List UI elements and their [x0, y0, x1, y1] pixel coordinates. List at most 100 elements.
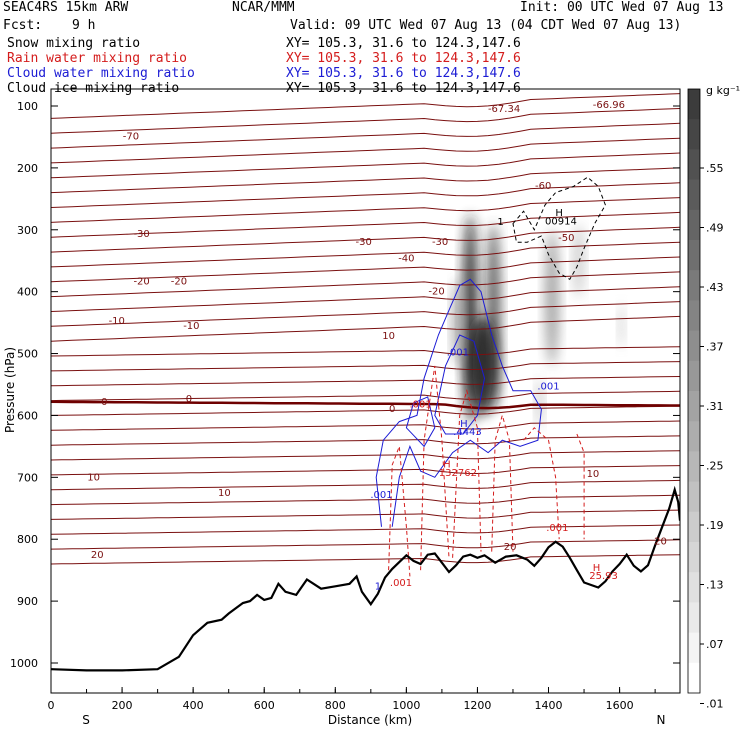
- colorbar: .55 .49 .43 .37 .31 .25 .19 .13 .07 .01 g kg⁻¹: [687, 84, 740, 711]
- field-name-cloudwater: Cloud water mixing ratio: [7, 66, 195, 81]
- field-xy-cloudwater: XY= 105.3, 31.6 to 124.3,147.6: [286, 66, 521, 81]
- x-axis-title: Distance (km): [328, 713, 412, 727]
- y-tick-label: 1000: [10, 657, 38, 670]
- plot-frame: [50, 88, 681, 694]
- y-tick-label: 300: [17, 224, 38, 237]
- isotherm-26: [51, 494, 680, 506]
- isotherm-27: [51, 509, 680, 520]
- field-label: H: [593, 563, 601, 574]
- colorbar-swatch: [688, 451, 700, 483]
- colorbar-swatch: [688, 391, 700, 422]
- isotherm-label: -30: [432, 237, 448, 248]
- y-tick-label: 800: [17, 533, 38, 546]
- init-time: Init: 00 UTC Wed 07 Aug 13: [520, 0, 724, 15]
- isotherm-23: [51, 450, 680, 461]
- isotherm-label: 20: [654, 536, 667, 547]
- isotherm-label: -70: [123, 132, 139, 143]
- x-tick-label: 1600: [606, 699, 634, 712]
- isotherm-0: [51, 93, 680, 119]
- isotherm-20: [51, 405, 680, 416]
- isotherm-7: [51, 197, 680, 223]
- isotherm-21: [51, 420, 680, 431]
- colorbar-label: .43: [706, 281, 724, 294]
- cloudwater-contour-1: [434, 334, 486, 435]
- isotherm-label: 10: [382, 331, 395, 342]
- isotherm-25: [51, 479, 680, 491]
- x-end-label-left: S: [82, 713, 90, 727]
- x-tick-label: 800: [325, 699, 346, 712]
- colorbar-swatch: [688, 209, 700, 241]
- field-label: .001: [447, 348, 469, 359]
- field-label: 25.93: [589, 571, 618, 582]
- isotherm-label: -40: [398, 254, 414, 265]
- colorbar-swatch: [688, 662, 700, 694]
- forecast-value: 9 h: [72, 18, 96, 33]
- isotherm-6: [51, 182, 680, 208]
- y-tick-label: 100: [17, 100, 38, 113]
- colorbar-swatch: [688, 179, 700, 211]
- colorbar-swatch: [688, 632, 700, 664]
- colorbar-swatch: [688, 240, 700, 271]
- x-tick-label: 1000: [392, 699, 420, 712]
- isotherm-5: [51, 167, 680, 194]
- isotherm-label: -60: [535, 181, 551, 192]
- field-label: H: [443, 460, 451, 471]
- y-axis-title: Pressure (hPa): [3, 347, 17, 433]
- isotherm-label: 10: [587, 469, 600, 480]
- colorbar-swatch: [688, 360, 700, 392]
- rain-contour-2: [452, 388, 482, 558]
- field-xy-rain: XY= 105.3, 31.6 to 124.3,147.6: [286, 51, 521, 66]
- colorbar-swatch: [688, 330, 700, 362]
- cloudice-contour: [512, 176, 606, 280]
- isotherm-13: [51, 286, 680, 312]
- field-label: .4443: [453, 427, 482, 438]
- field-label: .001: [390, 578, 412, 589]
- colorbar-swatch: [688, 481, 700, 513]
- isotherm-label: -10: [183, 321, 199, 332]
- isotherm-14: [51, 301, 680, 327]
- temperature-contours: [51, 93, 680, 565]
- isotherm-zero: [51, 400, 680, 410]
- colorbar-label: .13: [706, 579, 724, 592]
- isotherm-3: [51, 137, 680, 164]
- colorbar-unit: g kg⁻¹: [706, 84, 740, 97]
- x-tick-label: 0: [48, 699, 55, 712]
- colorbar-swatch: [688, 602, 700, 634]
- isotherm-label: 10: [218, 488, 231, 499]
- y-tick-label: 400: [17, 286, 38, 299]
- colorbar-label: .25: [706, 460, 724, 473]
- isotherm-label: -67.34: [488, 104, 520, 115]
- y-tick-label: 600: [17, 409, 38, 422]
- isotherm-29: [51, 539, 680, 550]
- isotherm-2: [51, 122, 680, 149]
- cloudwater-contour-0: [375, 278, 542, 527]
- x-tick-label: 600: [254, 699, 275, 712]
- colorbar-swatch: [688, 572, 700, 603]
- isotherm-24: [51, 465, 680, 476]
- producer-label: NCAR/MMM: [232, 0, 295, 15]
- isotherm-label: -20: [171, 277, 187, 288]
- isotherm-label: 0: [101, 397, 107, 408]
- isotherm-30: [51, 554, 680, 565]
- isotherm-12: [51, 271, 680, 298]
- isotherm-28: [51, 524, 680, 535]
- isotherm-label: 20: [504, 542, 517, 553]
- isotherm-label: 20: [91, 550, 104, 561]
- isotherm-15: [51, 315, 680, 342]
- valid-time: Valid: 09 UTC Wed 07 Aug 13 (04 CDT Wed …: [290, 18, 682, 33]
- isotherm-18: [51, 376, 680, 387]
- isotherm-11: [51, 256, 680, 283]
- field-xy-snow: XY= 105.3, 31.6 to 124.3,147.6: [286, 36, 521, 51]
- isotherm-19: [51, 390, 680, 402]
- field-label: 00914: [545, 216, 577, 227]
- terrain-profile: [51, 485, 680, 672]
- field-label: 1: [375, 582, 381, 593]
- isotherm-4: [51, 152, 680, 179]
- rain-contour-5: [576, 433, 585, 540]
- isotherm-16: [51, 346, 680, 357]
- field-label: .001: [537, 382, 559, 393]
- field-label: .001: [370, 490, 392, 501]
- snow-blob-2: [468, 316, 497, 416]
- colorbar-label: .01: [706, 698, 724, 711]
